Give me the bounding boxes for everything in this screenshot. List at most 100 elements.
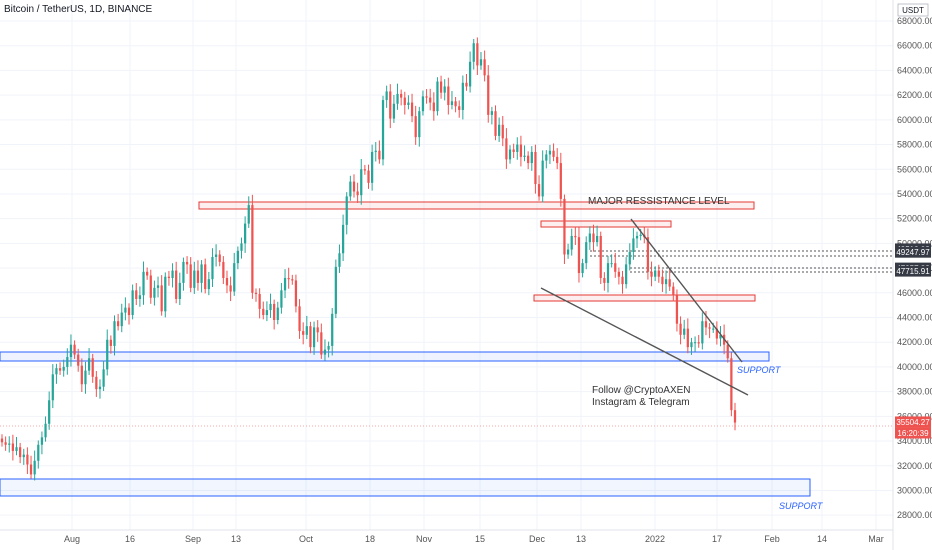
candle-down <box>149 275 152 298</box>
candle-up <box>15 447 18 451</box>
y-tick-label: 44000.00 <box>897 313 932 323</box>
countdown-box <box>895 427 931 439</box>
candle-down <box>501 124 504 139</box>
candle-up <box>243 223 247 244</box>
x-tick-label: Nov <box>416 534 433 544</box>
currency-label: USDT <box>902 6 924 15</box>
candle-up <box>120 312 123 327</box>
candle-down <box>400 93 403 98</box>
y-tick-label: 52000.00 <box>897 214 932 224</box>
candle-down <box>363 169 366 171</box>
candle-down <box>458 106 461 110</box>
candle-down <box>116 321 120 327</box>
candle-up <box>84 370 87 385</box>
candle-up <box>37 444 40 461</box>
candle-down <box>425 96 428 98</box>
candle-up <box>628 252 631 265</box>
y-tick-label: 30000.00 <box>897 485 932 495</box>
candle-down <box>476 43 479 66</box>
candle-up <box>323 349 327 355</box>
candle-up <box>334 266 337 314</box>
candle-up <box>265 310 269 316</box>
candle-down <box>302 331 305 335</box>
price-tag-label: 35504.27 <box>896 418 930 427</box>
x-tick-label: 15 <box>475 534 485 544</box>
candle-down <box>646 237 650 272</box>
candle-down <box>704 321 708 328</box>
candle-down <box>563 198 566 255</box>
price-labels-layer: 49510.0349247.9747957.8247715.9135504.27… <box>895 243 931 439</box>
candle-down <box>650 271 653 277</box>
candle-up <box>98 386 102 390</box>
candle-down <box>534 151 537 185</box>
currency-box[interactable] <box>897 3 929 17</box>
candle-up <box>498 124 501 136</box>
candle-up <box>131 290 134 316</box>
candle-up <box>156 285 160 288</box>
candle-up <box>33 460 36 475</box>
lower-wedge-line <box>540 287 749 396</box>
candle-up <box>508 149 512 160</box>
candle-up <box>247 205 250 224</box>
candle-up <box>472 43 475 62</box>
candle-up <box>530 151 533 164</box>
candle-up <box>87 358 91 371</box>
resistance-label: MAJOR RESSISTANCE LEVEL <box>588 196 730 207</box>
candle-up <box>236 250 239 264</box>
y-tick-label: 56000.00 <box>897 164 932 174</box>
candle-up <box>113 321 116 346</box>
candle-down <box>146 271 149 276</box>
resistance-zone-major <box>198 201 755 210</box>
candle-down <box>294 280 298 307</box>
candle-up <box>541 160 544 197</box>
candle-down <box>559 163 562 199</box>
candle-up <box>138 295 142 299</box>
y-tick-label: 28000.00 <box>897 510 932 520</box>
candle-up <box>639 234 642 236</box>
candle-up <box>450 101 454 106</box>
y-tick-label: 64000.00 <box>897 65 932 75</box>
x-tick-label: 16 <box>125 534 135 544</box>
candle-down <box>715 328 718 339</box>
candle-down <box>309 326 312 348</box>
candle-up <box>436 81 439 112</box>
candle-up <box>331 313 334 346</box>
candle-down <box>414 116 417 138</box>
y-tick-label: 34000.00 <box>897 436 932 446</box>
promo-line-2: Instagram & Telegram <box>592 397 690 408</box>
y-tick-label: 62000.00 <box>897 90 932 100</box>
candle-up <box>523 155 526 157</box>
candle-up <box>193 270 196 288</box>
candle-up <box>182 261 185 283</box>
y-tick-label: 32000.00 <box>897 461 932 471</box>
candle-up <box>345 196 348 225</box>
time-axis[interactable]: Aug 16 Sep 13 Oct 18 Nov 15 Dec 13 2022 17 Feb 14 Mar <box>0 529 893 544</box>
candle-up <box>664 279 668 285</box>
candle-up <box>178 282 181 299</box>
candle-down <box>254 292 258 295</box>
candle-down <box>668 279 671 287</box>
price-tag-box <box>895 265 931 277</box>
candle-up <box>392 103 396 119</box>
candle-up <box>595 235 599 243</box>
x-tick-label: 17 <box>712 534 722 544</box>
candle-down <box>95 376 98 390</box>
x-tick-label: 14 <box>817 534 827 544</box>
y-tick-label: 60000.00 <box>897 115 932 125</box>
candle-up <box>338 253 341 267</box>
candle-down <box>225 277 229 286</box>
symbol-header: Bitcoin / TetherUS, 1D, BINANCE <box>4 4 153 15</box>
candle-up <box>51 374 54 401</box>
y-tick-label: 46000.00 <box>897 288 932 298</box>
price-tag-box <box>895 416 931 428</box>
candle-down <box>603 277 606 283</box>
candle-up <box>305 326 308 335</box>
candle-up <box>360 169 363 196</box>
promo-line-1: Follow @CryptoAXEN <box>592 385 691 396</box>
candle-up <box>207 279 210 290</box>
candle-down <box>679 323 682 335</box>
candle-down <box>258 294 261 309</box>
candle-down <box>109 339 112 346</box>
y-tick-label: 50000.00 <box>897 238 932 248</box>
